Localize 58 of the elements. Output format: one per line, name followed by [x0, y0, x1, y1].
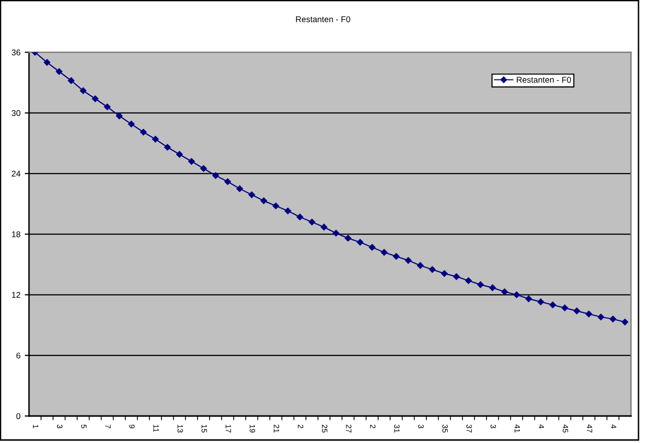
point — [104, 103, 111, 110]
point — [465, 277, 472, 284]
point — [224, 178, 232, 185]
point — [80, 87, 87, 94]
point — [308, 218, 316, 226]
point — [320, 224, 328, 230]
point — [610, 316, 616, 322]
point — [549, 302, 556, 308]
point — [489, 284, 496, 292]
point — [44, 59, 50, 66]
point — [284, 208, 292, 214]
point — [116, 112, 123, 120]
point — [200, 165, 207, 172]
point — [68, 77, 75, 84]
y-tick-label: 6 — [16, 352, 20, 358]
point — [477, 281, 484, 288]
point — [453, 273, 460, 280]
point — [561, 304, 568, 312]
point — [92, 95, 99, 102]
point — [501, 288, 508, 296]
point — [296, 214, 304, 220]
point — [380, 248, 388, 256]
point — [260, 197, 268, 204]
point — [404, 257, 412, 264]
y-tick-label: 24 — [12, 170, 20, 177]
y-tick-label: 36 — [12, 50, 20, 56]
point — [441, 270, 448, 277]
point — [622, 318, 628, 326]
point — [356, 238, 364, 246]
point — [598, 314, 604, 320]
point — [140, 128, 147, 136]
point — [56, 68, 62, 75]
point — [513, 291, 520, 298]
point — [416, 262, 424, 269]
point — [236, 185, 244, 192]
legend-label: Restanten - F0 — [516, 76, 571, 83]
point — [573, 308, 580, 314]
point — [152, 136, 159, 143]
point — [392, 253, 400, 260]
y-tick-label: 30 — [12, 110, 20, 116]
y-tick-label: 18 — [12, 231, 20, 238]
point — [188, 158, 195, 165]
point — [176, 150, 183, 158]
point — [248, 191, 256, 198]
chart-title: Restanten - F0 — [296, 16, 350, 22]
point — [272, 202, 280, 210]
y-tick-label: 12 — [12, 292, 20, 298]
point — [332, 230, 340, 237]
point — [164, 144, 171, 151]
point — [128, 120, 135, 128]
point — [585, 310, 592, 318]
point — [344, 234, 352, 242]
point — [428, 266, 436, 273]
point — [525, 295, 532, 302]
y-tick-label: 0 — [16, 413, 20, 420]
point — [212, 172, 219, 179]
point — [368, 244, 376, 251]
point — [537, 298, 544, 306]
